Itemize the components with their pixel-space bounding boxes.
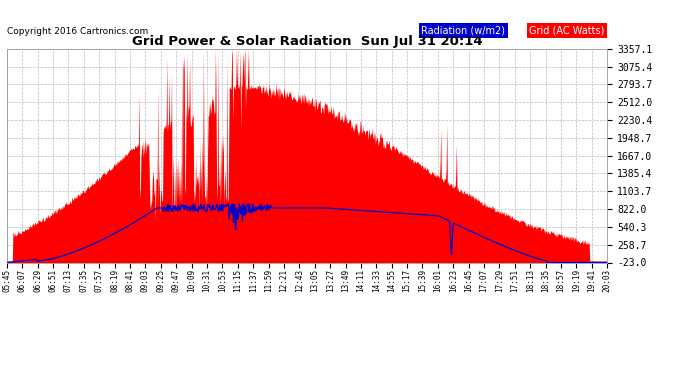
Text: Copyright 2016 Cartronics.com: Copyright 2016 Cartronics.com	[7, 27, 148, 36]
Text: Radiation (w/m2): Radiation (w/m2)	[421, 26, 505, 36]
Text: Grid (AC Watts): Grid (AC Watts)	[529, 26, 604, 36]
Title: Grid Power & Solar Radiation  Sun Jul 31 20:14: Grid Power & Solar Radiation Sun Jul 31 …	[132, 34, 482, 48]
